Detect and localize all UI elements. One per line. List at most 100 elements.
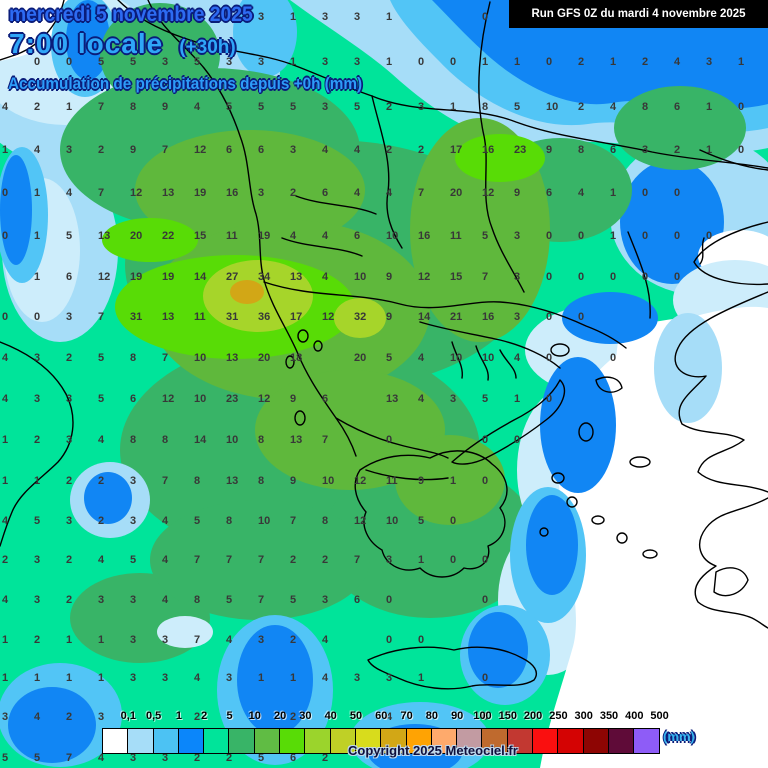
grid-value: 10 xyxy=(226,434,239,446)
grid-value: 3 xyxy=(162,634,169,646)
copyright-label: Copyright 2025 Meteociel.fr xyxy=(348,743,518,758)
grid-value: 1 xyxy=(2,634,9,646)
grid-value: 2 xyxy=(34,101,41,113)
grid-value: 2 xyxy=(66,475,73,487)
grid-value: 0 xyxy=(674,230,681,242)
grid-value: 0 xyxy=(642,187,649,199)
grid-value: 1 xyxy=(450,475,457,487)
grid-value: 7 xyxy=(194,634,201,646)
legend-tick-label: 200 xyxy=(523,710,543,722)
grid-value: 17 xyxy=(290,311,303,323)
grid-value: 19 xyxy=(130,271,143,283)
grid-value: 5 xyxy=(258,752,265,764)
legend-tick-label: 2 xyxy=(201,710,208,722)
legend-tick-label: 250 xyxy=(549,710,568,722)
grid-value: 0 xyxy=(546,56,553,68)
grid-value: 9 xyxy=(130,144,137,156)
grid-value: 0 xyxy=(2,311,9,323)
grid-value: 9 xyxy=(290,475,297,487)
grid-value: 0 xyxy=(386,634,393,646)
grid-value: 1 xyxy=(514,56,521,68)
grid-value: 4 xyxy=(354,187,361,199)
grid-value: 7 xyxy=(98,187,105,199)
grid-value: 20 xyxy=(130,230,143,242)
grid-value: 19 xyxy=(194,187,207,199)
grid-value: 7 xyxy=(162,475,169,487)
grid-value: 5 xyxy=(226,101,233,113)
grid-value: 10 xyxy=(322,475,335,487)
grid-value: 8 xyxy=(578,144,585,156)
grid-value: 0 xyxy=(450,56,457,68)
grid-value: 7 xyxy=(322,434,329,446)
legend-cell xyxy=(228,728,255,754)
grid-value: 32 xyxy=(354,311,367,323)
grid-value: 4 xyxy=(354,144,361,156)
grid-value: 0 xyxy=(546,230,553,242)
grid-value: 2 xyxy=(66,352,73,364)
grid-value: 3 xyxy=(130,634,137,646)
grid-value: 12 xyxy=(418,271,431,283)
grid-value: 14 xyxy=(194,434,207,446)
legend-tick-label: 500 xyxy=(650,710,669,722)
grid-value: 4 xyxy=(418,352,425,364)
grid-value: 13 xyxy=(98,230,111,242)
grid-value: 3 xyxy=(130,475,137,487)
grid-value: 5 xyxy=(482,393,489,405)
grid-value: 2 xyxy=(226,752,233,764)
grid-value: 4 xyxy=(2,594,9,606)
grid-value: 4 xyxy=(2,515,9,527)
local-time-label: 7:00 locale xyxy=(9,28,164,59)
grid-value: 3 xyxy=(322,594,329,606)
grid-value: 4 xyxy=(2,393,9,405)
grid-value: 1 xyxy=(34,475,41,487)
legend-unit-label: (mm) xyxy=(663,729,695,744)
grid-value: 4 xyxy=(514,352,521,364)
grid-value: 3 xyxy=(386,672,393,684)
grid-value: 0 xyxy=(34,311,41,323)
grid-value: 16 xyxy=(226,187,239,199)
grid-value: 1 xyxy=(98,634,105,646)
grid-value: 6 xyxy=(226,144,233,156)
legend-tick-label: 100 xyxy=(473,710,492,722)
grid-value: 4 xyxy=(290,230,297,242)
grid-value: 0 xyxy=(610,271,617,283)
grid-value: 3 xyxy=(130,594,137,606)
grid-value: 2 xyxy=(34,434,41,446)
grid-value: 13 xyxy=(386,393,399,405)
grid-value: 6 xyxy=(610,144,617,156)
grid-value: 5 xyxy=(482,230,489,242)
grid-value: 20 xyxy=(354,352,367,364)
grid-value: 18 xyxy=(290,352,303,364)
grid-value: 4 xyxy=(34,711,41,723)
grid-value: 0 xyxy=(386,594,393,606)
grid-value: 2 xyxy=(322,752,329,764)
grid-value: 3 xyxy=(130,672,137,684)
grid-value: 3 xyxy=(258,187,265,199)
legend-tick-label: 50 xyxy=(349,710,363,722)
grid-value: 6 xyxy=(66,271,73,283)
grid-value: 3 xyxy=(34,594,41,606)
grid-value: 3 xyxy=(418,101,425,113)
grid-value: 0 xyxy=(482,594,489,606)
grid-value: 4 xyxy=(674,56,681,68)
grid-value: 4 xyxy=(34,144,41,156)
grid-value: 10 xyxy=(194,352,207,364)
run-info-text: Run GFS 0Z du mardi 4 novembre 2025 xyxy=(531,8,746,20)
grid-value: 2 xyxy=(98,515,105,527)
grid-value: 4 xyxy=(322,672,329,684)
grid-value: 0 xyxy=(546,352,553,364)
grid-value: 3 xyxy=(514,230,521,242)
grid-value: 8 xyxy=(482,101,489,113)
legend-tick-label: 300 xyxy=(574,710,593,722)
grid-value: 3 xyxy=(514,271,521,283)
legend-tick-label: 10 xyxy=(248,710,261,722)
grid-value: 0 xyxy=(482,475,489,487)
grid-value: 5 xyxy=(34,752,41,764)
grid-value: 1 xyxy=(290,11,297,23)
legend-cell xyxy=(633,728,660,754)
grid-value: 4 xyxy=(322,271,329,283)
grid-value: 3 xyxy=(2,711,9,723)
grid-value: 31 xyxy=(226,311,239,323)
run-info-box: Run GFS 0Z du mardi 4 novembre 2025 xyxy=(509,0,768,28)
